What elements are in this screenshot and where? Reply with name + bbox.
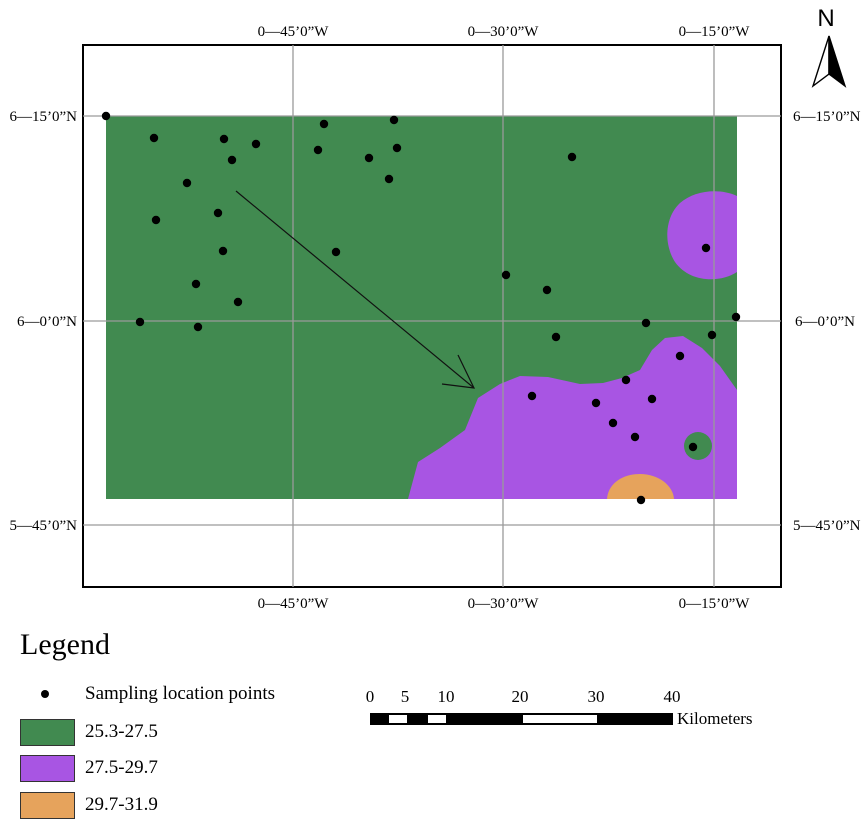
legend-swatch (20, 718, 75, 746)
sampling-point (364, 153, 374, 163)
legend-item-25-3-27-5: 25.3-27.5 (20, 717, 158, 747)
lon-label-top-45w: 0―45’0”W (258, 24, 330, 40)
legend-label: Sampling location points (85, 683, 275, 704)
sampling-point (193, 322, 203, 332)
legend-title: Legend (20, 628, 110, 661)
lon-label-bottom-30w: 0―30’0”W (468, 596, 540, 612)
legend-label: 29.7-31.9 (85, 794, 158, 815)
direction-arrow (235, 190, 476, 389)
sampling-point (527, 391, 537, 401)
scale-tick-label: 5 (401, 687, 410, 706)
sampling-point (218, 246, 228, 256)
sampling-point (392, 143, 402, 153)
sampling-point (319, 119, 329, 129)
lon-label-top-15w: 0―15’0”W (679, 24, 751, 40)
lat-label-right-5-45n: 5―45’0”N (793, 518, 861, 534)
scale-tick-label: 20 (512, 687, 529, 706)
lat-label-left-5-45n: 5―45’0”N (10, 518, 78, 534)
zone-29-7-31-9 (607, 474, 674, 499)
zone-27-5-29-7-south (408, 336, 737, 499)
sampling-point (331, 247, 341, 257)
legend-item-29-7-31-9: 29.7-31.9 (20, 790, 158, 820)
scale-tick-label: 40 (664, 687, 681, 706)
sampling-point (647, 394, 657, 404)
graticule (83, 45, 781, 587)
legend-point-symbol (20, 681, 75, 708)
lat-label-right-6-15n: 6―15’0”N (793, 109, 861, 125)
lon-label-bottom-45w: 0―45’0”W (258, 596, 330, 612)
sampling-point (227, 155, 237, 165)
sampling-point (389, 115, 399, 125)
sampling-point (567, 152, 577, 162)
sampling-point (251, 139, 261, 149)
sampling-point (731, 312, 741, 322)
sampling-point (191, 279, 201, 289)
scale-unit-label: Kilometers (677, 709, 753, 728)
legend-item-sampling-points: Sampling location points (20, 679, 275, 709)
zone-25-3-27-5-island (684, 432, 712, 460)
sampling-point (591, 398, 601, 408)
scale-tick-label: 10 (438, 687, 455, 706)
sampling-point (219, 134, 229, 144)
sampling-point (630, 432, 640, 442)
zone-27-5-29-7-east (667, 191, 737, 280)
sampling-point (101, 111, 111, 121)
sampling-point (551, 332, 561, 342)
sampling-point (213, 208, 223, 218)
sampling-point (675, 351, 685, 361)
scale-tick-label: 30 (588, 687, 605, 706)
lon-label-bottom-15w: 0―15’0”W (679, 596, 751, 612)
north-label: N (817, 5, 834, 32)
sampling-point (701, 243, 711, 253)
lon-label-top-30w: 0―30’0”W (468, 24, 540, 40)
sampling-point (384, 174, 394, 184)
lat-label-right-6-0n: 6―0’0”N (795, 314, 855, 330)
lat-label-left-6-15n: 6―15’0”N (10, 109, 78, 125)
sampling-point (608, 418, 618, 428)
north-arrow-icon: N (811, 5, 847, 88)
sampling-points (101, 111, 741, 505)
legend-label: 27.5-29.7 (85, 757, 158, 778)
lat-label-left-6-0n: 6―0’0”N (17, 314, 77, 330)
sampling-point (233, 297, 243, 307)
sampling-point (542, 285, 552, 295)
legend-swatch (20, 754, 75, 782)
sampling-point (182, 178, 192, 188)
sampling-point (151, 215, 161, 225)
legend-label: 25.3-27.5 (85, 721, 158, 742)
sampling-point (135, 317, 145, 327)
sampling-point (641, 318, 651, 328)
sampling-point (149, 133, 159, 143)
sampling-point (688, 442, 698, 452)
legend-swatch (20, 791, 75, 819)
sampling-point (313, 145, 323, 155)
sampling-point (501, 270, 511, 280)
legend-item-27-5-29-7: 27.5-29.7 (20, 753, 158, 783)
sampling-point (621, 375, 631, 385)
sampling-point (707, 330, 717, 340)
scale-tick-label: 0 (366, 687, 375, 706)
scale-bar: 0 5 10 20 30 40 Kilometers (366, 687, 753, 728)
sampling-point (636, 495, 646, 505)
